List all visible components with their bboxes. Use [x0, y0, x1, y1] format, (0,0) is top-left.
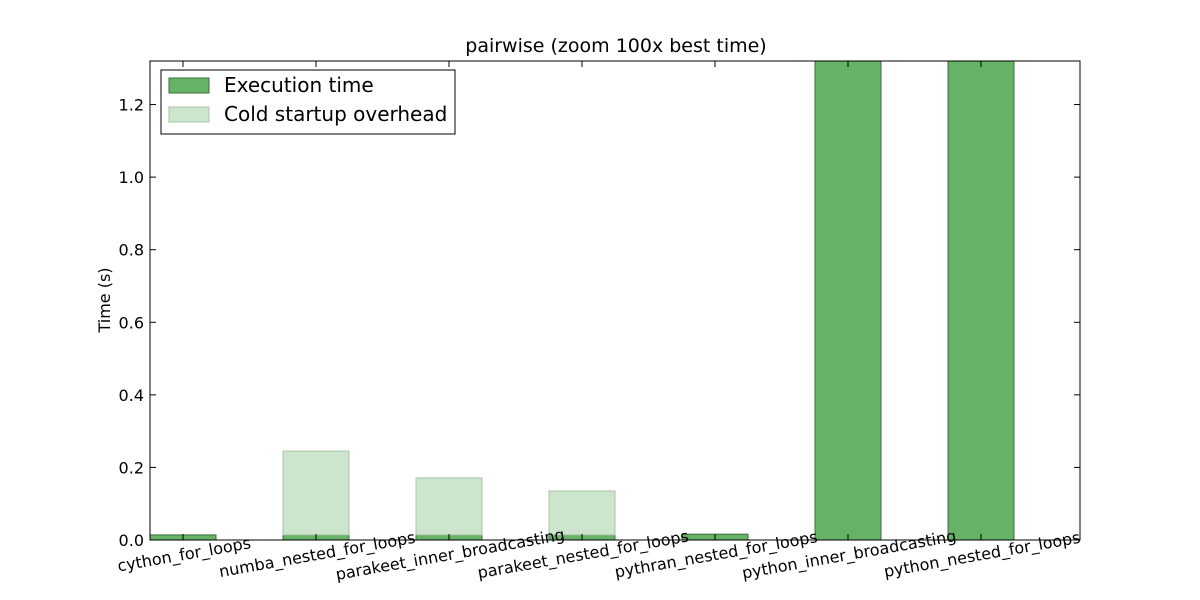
chart-title: pairwise (zoom 100x best time) — [465, 35, 766, 57]
y-tick-label: 0.0 — [119, 531, 144, 550]
y-axis-title: Time (s) — [95, 267, 114, 333]
y-tick-label: 0.8 — [119, 241, 144, 260]
y-tick-label: 1.0 — [119, 168, 144, 187]
y-tick-label: 0.4 — [119, 386, 144, 405]
legend: Execution time Cold startup overhead — [160, 69, 456, 135]
y-tick-label: 0.6 — [119, 313, 144, 332]
legend-label: Cold startup overhead — [224, 102, 447, 126]
y-tick-label: 0.2 — [119, 458, 144, 477]
bar-cold-startup-overhead — [415, 477, 483, 536]
y-tick-label: 1.2 — [119, 96, 144, 115]
plot-frame — [149, 60, 1081, 541]
legend-swatch — [168, 77, 210, 94]
y-axis-ticks: 0.0 0.2 0.4 0.6 0.8 1.0 1.2 — [119, 96, 1080, 550]
bar-cold-startup-overhead — [282, 450, 350, 536]
bar-execution-time — [814, 60, 882, 541]
legend-box — [160, 69, 456, 135]
bar-cold-startup-overhead — [548, 490, 616, 536]
legend-swatch — [168, 106, 210, 123]
bar-execution-time — [947, 60, 1015, 541]
legend-label: Execution time — [224, 73, 374, 97]
